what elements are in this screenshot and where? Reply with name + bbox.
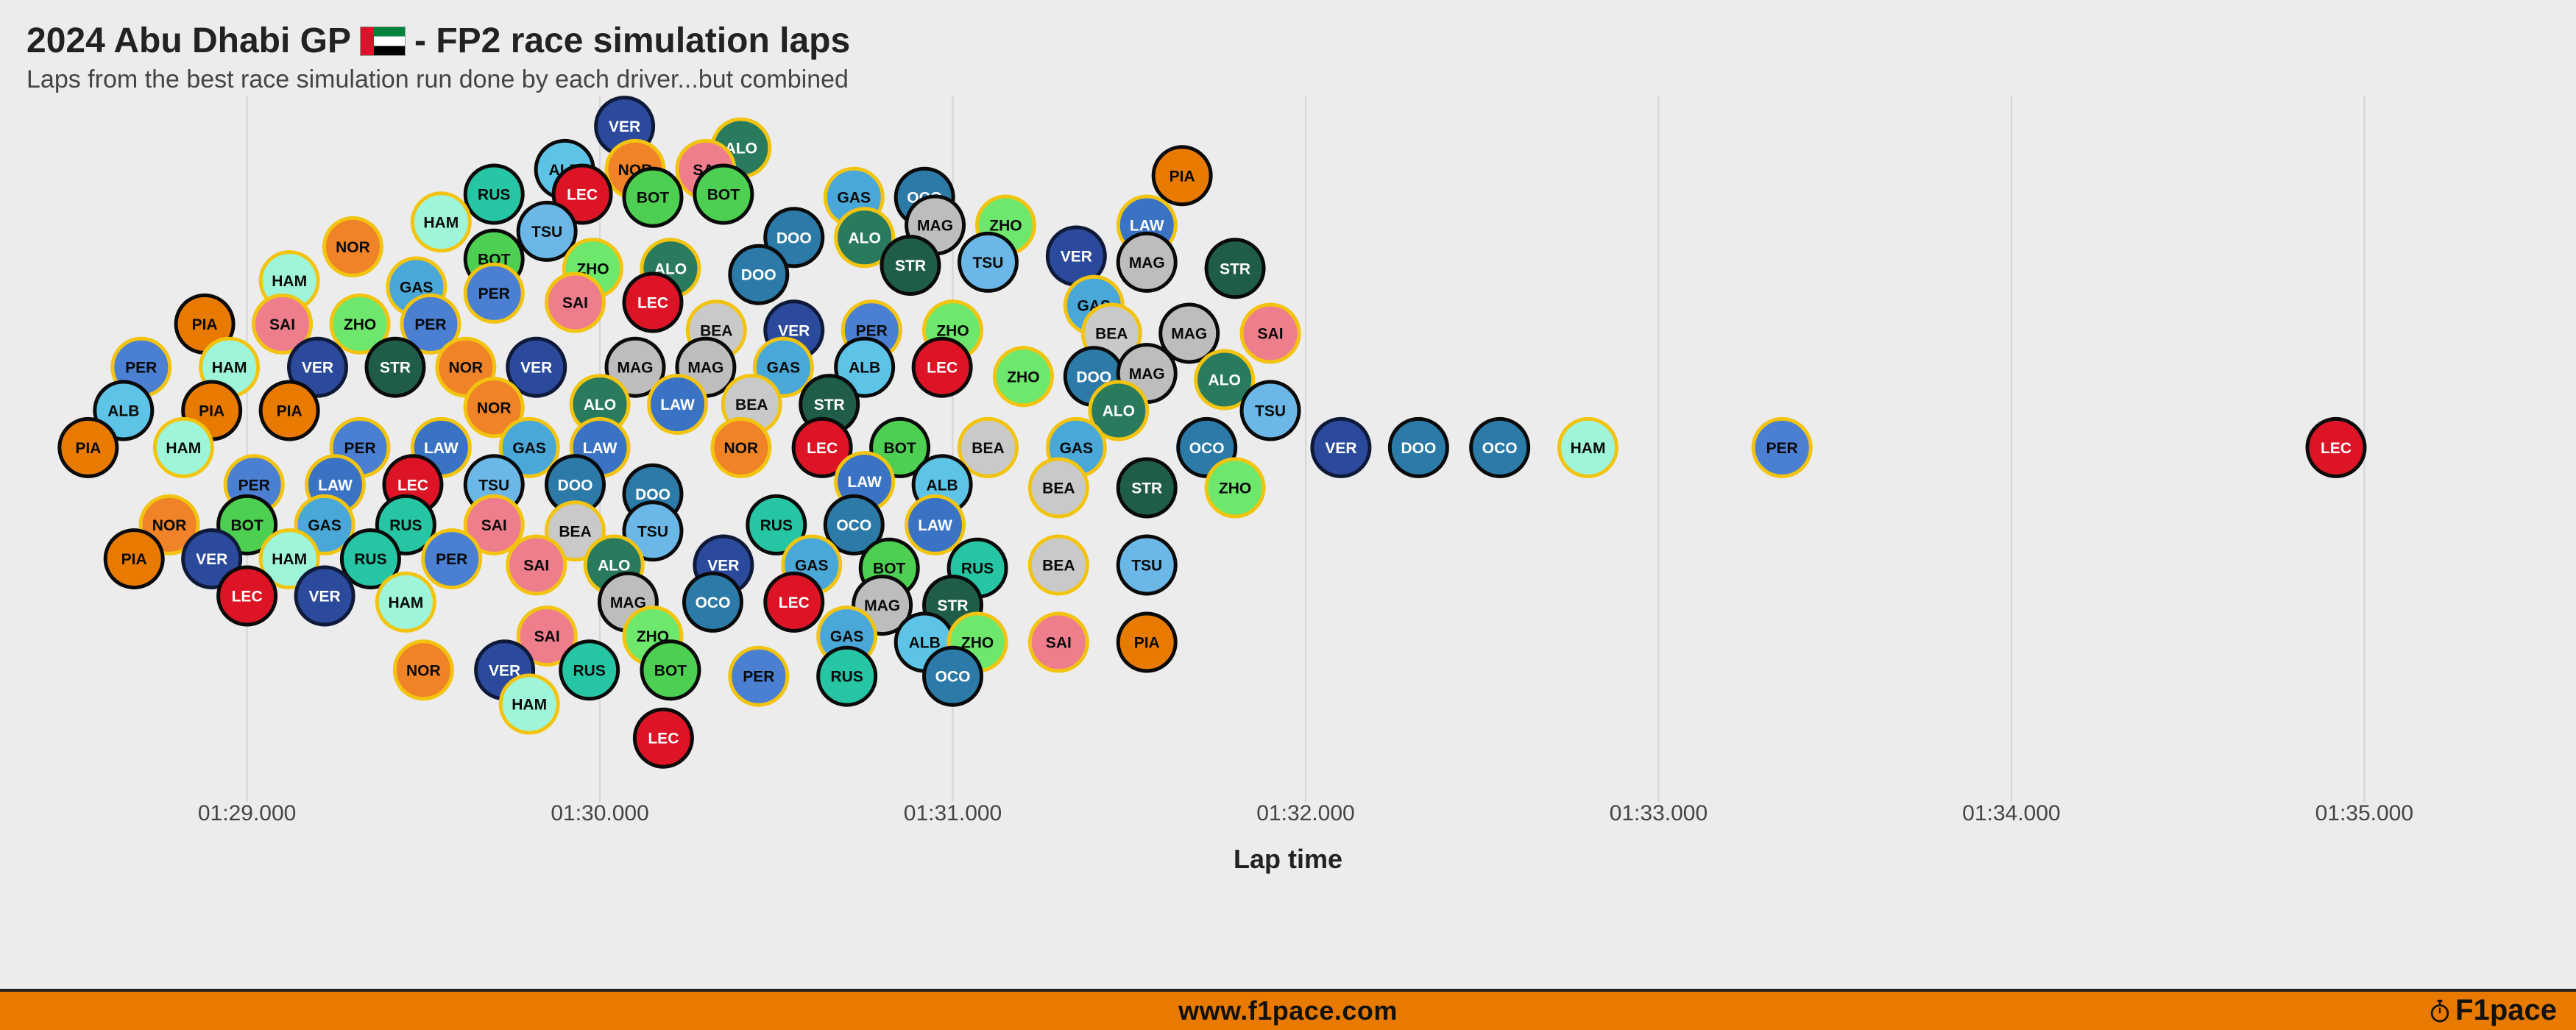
- lap-dot: [634, 709, 692, 767]
- lap-dot: [508, 536, 565, 594]
- uae-flag-icon: [360, 26, 406, 56]
- lap-dot: [695, 166, 752, 223]
- title-pre: 2024 Abu Dhabi GP: [26, 21, 351, 61]
- x-tick-label: 01:34.000: [1962, 801, 2060, 825]
- lap-dot: [624, 168, 682, 226]
- lap-dot: [1753, 419, 1811, 476]
- title-post: - FP2 race simulation laps: [414, 21, 850, 61]
- lap-dot: [261, 382, 318, 439]
- lap-dot: [367, 338, 424, 396]
- lap-dot: [412, 193, 470, 251]
- beeswarm-plot: 01:29.000 01:30.000 01:31.000 01:32.000 01:3…: [0, 96, 2576, 890]
- chart-title: 2024 Abu Dhabi GP - FP2 race simulation …: [26, 21, 850, 61]
- lap-dot: [377, 573, 434, 631]
- lap-dot: [105, 530, 163, 588]
- lap-dot: [730, 647, 788, 705]
- lap-dot: [1206, 459, 1264, 516]
- lap-dot: [1118, 233, 1175, 291]
- x-axis-title: Lap time: [1234, 844, 1342, 874]
- lap-dot: [1030, 614, 1087, 671]
- lap-dot: [155, 419, 212, 476]
- x-tick-label: 01:33.000: [1610, 801, 1708, 825]
- chart-subtitle: Laps from the best race simulation run d…: [26, 65, 850, 94]
- header: 2024 Abu Dhabi GP - FP2 race simulation …: [26, 21, 850, 94]
- footer-url: www.f1pace.com: [1178, 995, 1398, 1026]
- lap-dot: [1030, 459, 1087, 516]
- x-tick-label: 01:31.000: [904, 801, 1002, 825]
- lap-dot: [765, 573, 823, 631]
- lap-dot: [1390, 419, 1447, 476]
- lap-dot: [2307, 419, 2365, 476]
- footer-bar: www.f1pace.com F1pace: [0, 989, 2576, 1030]
- x-tick-label: 01:29.000: [198, 801, 296, 825]
- x-tick-label: 01:35.000: [2315, 801, 2413, 825]
- lap-dot: [1153, 147, 1211, 205]
- lap-dot: [1560, 419, 1617, 476]
- brand-badge: F1pace: [2430, 994, 2557, 1027]
- lap-dot: [959, 233, 1016, 291]
- lap-dot: [1118, 459, 1175, 516]
- lap-dot: [1312, 419, 1370, 476]
- lap-dot: [1118, 614, 1175, 671]
- lap-dot: [296, 567, 353, 625]
- lap-dot: [730, 246, 788, 303]
- lap-dot: [1242, 305, 1299, 362]
- lap-dot: [1206, 240, 1264, 297]
- lap-dot: [324, 218, 381, 275]
- lap-dot: [959, 419, 1016, 476]
- lap-dot: [465, 166, 523, 223]
- x-tick-label: 01:30.000: [551, 801, 648, 825]
- x-tick-label: 01:32.000: [1256, 801, 1354, 825]
- lap-dot: [649, 376, 707, 433]
- lap-dot: [518, 202, 576, 260]
- lap-dot: [423, 530, 481, 588]
- lap-dot: [1118, 536, 1175, 594]
- lap-dot: [642, 642, 699, 699]
- lap-dot: [1242, 382, 1299, 439]
- lap-dot: [561, 642, 618, 699]
- lap-dot: [394, 642, 452, 699]
- lap-dot: [547, 274, 604, 331]
- lap-dot: [924, 647, 982, 705]
- chart-container: 2024 Abu Dhabi GP - FP2 race simulation …: [0, 0, 2576, 1030]
- lap-dot: [684, 573, 741, 631]
- lap-dot: [1471, 419, 1529, 476]
- lap-dot: [60, 419, 117, 476]
- lap-dot: [500, 675, 558, 733]
- lap-dot: [1030, 536, 1087, 594]
- lap-dot: [219, 567, 276, 625]
- lap-dot: [624, 274, 682, 331]
- lap-dot: [712, 419, 770, 476]
- lap-dot: [907, 496, 964, 553]
- lap-dot: [994, 348, 1052, 405]
- lap-dot: [913, 338, 971, 396]
- stopwatch-icon: [2430, 999, 2449, 1023]
- lap-dot: [465, 264, 523, 322]
- lap-dot: [882, 237, 939, 294]
- brand-text: F1pace: [2455, 994, 2557, 1027]
- lap-dot: [818, 647, 876, 705]
